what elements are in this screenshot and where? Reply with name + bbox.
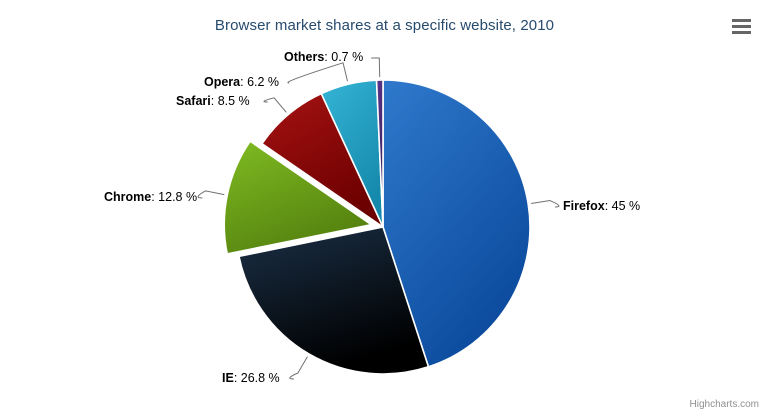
data-label-value: : 45 % [604, 199, 641, 213]
data-label-value: : 6.2 % [240, 75, 280, 89]
pie-slice-others[interactable] [375, 79, 384, 228]
data-label-name: Firefox [563, 199, 605, 213]
connector-safari [263, 97, 287, 113]
connector-opera [287, 62, 349, 84]
hamburger-bar-1 [731, 18, 751, 22]
pie-slice-ie[interactable] [238, 226, 430, 375]
connector-others [371, 57, 381, 78]
pie-slices [223, 79, 531, 375]
data-label-name: Safari [176, 94, 211, 108]
connector-ie [289, 356, 308, 380]
data-label-others: Others: 0.7 % [284, 50, 363, 64]
data-label-value: : 26.8 % [233, 371, 280, 385]
data-label-safari: Safari: 8.5 % [176, 94, 250, 108]
pie-slice-firefox[interactable] [382, 79, 531, 368]
data-label-connectors [197, 57, 560, 380]
hamburger-bar-3 [731, 30, 751, 34]
data-label-value: : 12.8 % [151, 190, 198, 204]
data-label-firefox: Firefox: 45 % [563, 199, 640, 213]
hamburger-bar-2 [731, 24, 751, 28]
data-label-name: Opera [204, 75, 241, 89]
data-label-opera: Opera: 6.2 % [204, 75, 279, 89]
chart-title: Browser market shares at a specific webs… [214, 17, 555, 34]
connector-chrome [197, 190, 225, 199]
data-label-chrome: Chrome: 12.8 % [104, 190, 197, 204]
connector-firefox [531, 200, 560, 208]
hamburger-menu-icon[interactable] [729, 15, 753, 37]
data-label-name: Chrome [104, 190, 152, 204]
data-label-name: Others [284, 50, 325, 64]
pie-slice-chrome[interactable] [223, 140, 373, 255]
data-label-ie: IE: 26.8 % [222, 371, 280, 385]
highcharts-credits[interactable]: Highcharts.com [689, 399, 759, 410]
data-label-value: : 0.7 % [324, 50, 364, 64]
data-label-value: : 8.5 % [210, 94, 250, 108]
data-label-name: IE [222, 371, 234, 385]
